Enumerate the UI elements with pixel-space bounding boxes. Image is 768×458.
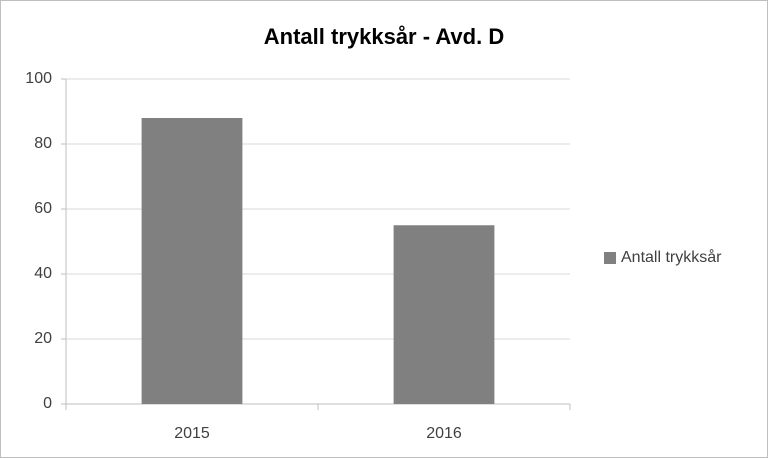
bar <box>141 118 243 404</box>
x-tick-label: 2016 <box>426 425 462 442</box>
y-tick-label: 20 <box>34 330 52 347</box>
y-tick-label: 60 <box>34 200 52 217</box>
bar <box>393 225 495 404</box>
y-tick-label: 0 <box>43 395 52 412</box>
y-tick-label: 100 <box>25 70 52 87</box>
y-tick-label: 40 <box>34 265 52 282</box>
y-tick-label: 80 <box>34 135 52 152</box>
legend-label: Antall trykksår <box>621 248 722 266</box>
x-tick-label: 2015 <box>174 425 210 442</box>
legend-swatch <box>604 252 616 264</box>
chart-title: Antall trykksår - Avd. D <box>264 24 504 49</box>
